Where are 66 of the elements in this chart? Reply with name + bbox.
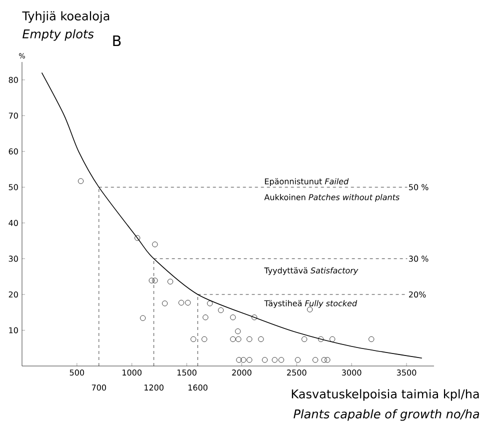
point (78, 178, 84, 184)
x-tick-label: 3500 (396, 370, 416, 376)
y-tick-label: 30 (8, 256, 18, 262)
point (246, 357, 252, 363)
point (178, 300, 184, 306)
point (262, 357, 268, 363)
point (236, 336, 242, 342)
point (246, 336, 252, 342)
ref-line-label: 30 % (409, 256, 428, 262)
point (258, 336, 264, 342)
point (185, 300, 191, 306)
ref-line-label: 700 (92, 384, 106, 391)
annotation: Epäonnistunut Failed (265, 178, 349, 186)
point (134, 235, 140, 241)
point (168, 278, 174, 284)
text: Plants capable of growth no/ha (294, 409, 480, 421)
point (330, 336, 336, 342)
chart-title: Tyhjiä koealoja (22, 11, 110, 23)
point (218, 307, 224, 314)
ref-line-label: 20% (409, 291, 426, 298)
point (148, 278, 154, 284)
point (202, 336, 208, 342)
x-tick-label: 2500 (287, 370, 306, 376)
point (272, 357, 278, 363)
text: B (113, 35, 121, 46)
point (202, 314, 208, 320)
y-tick-label: 20 (8, 291, 18, 298)
annotation: Täystiheä Fully stocked (264, 300, 358, 308)
ref-line-label: 50 % (409, 184, 428, 190)
point (235, 328, 241, 334)
point (240, 357, 246, 363)
point (236, 357, 242, 363)
point (252, 314, 258, 320)
point (162, 300, 168, 306)
x-tick-label: 2000 (232, 370, 252, 376)
x-axis-title: Kasvatuskelpoisia taimia kpl/ha (292, 389, 479, 401)
point (318, 336, 324, 342)
point (207, 300, 213, 306)
point (368, 336, 374, 342)
point (230, 336, 236, 342)
point (140, 315, 146, 321)
point (152, 278, 158, 284)
y-tick-label: 70 (8, 112, 18, 119)
point (230, 314, 236, 320)
point (152, 242, 158, 248)
y-tick-label: 60 (8, 148, 18, 154)
annotation: Tyydyttävä Satisfactory (264, 267, 358, 276)
x-tick-label: 500 (70, 370, 84, 376)
x-tick-label: 1500 (178, 370, 196, 376)
x-tick-label: 1000 (122, 370, 142, 376)
y-tick-label: 50 (8, 184, 18, 190)
point (312, 357, 318, 363)
y-tick-label: 40 (8, 220, 18, 226)
point (278, 357, 284, 363)
x-tick-label: 3000 (342, 370, 362, 376)
point (324, 357, 330, 363)
ref-line-label: 1200 (144, 384, 164, 391)
point (294, 357, 301, 363)
point (302, 336, 308, 342)
ref-line-label: 1600 (188, 384, 208, 391)
y-tick-label: 80 (8, 76, 18, 83)
point (321, 357, 327, 363)
chart-subtitle: Empty plots (22, 29, 94, 41)
annotation: Aukkoinen Patches without plants (264, 194, 400, 202)
point (190, 336, 196, 342)
y-tick-label: 10 (9, 327, 18, 334)
